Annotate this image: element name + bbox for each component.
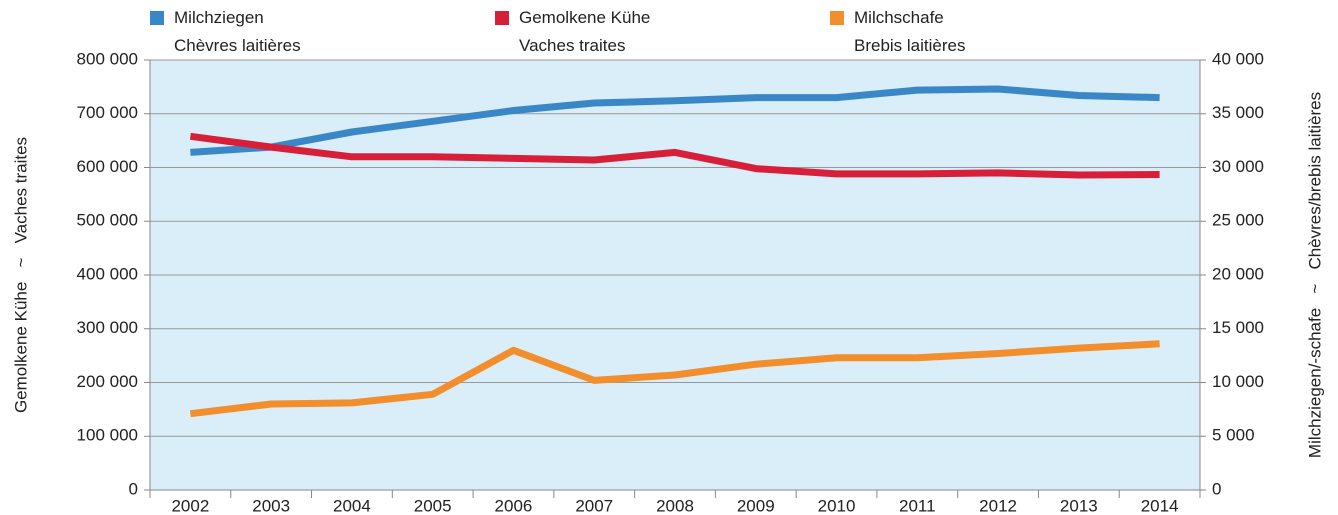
y2-tick-label: 0 [1212,479,1221,498]
y2-tick-label: 35 000 [1212,103,1264,122]
y-tick-label: 300 000 [77,318,138,337]
legend-swatch [830,11,844,25]
y-tick-label: 600 000 [77,157,138,176]
x-tick-label: 2012 [979,496,1017,515]
x-tick-label: 2010 [818,496,856,515]
y2-tick-label: 20 000 [1212,264,1264,283]
x-tick-label: 2009 [737,496,775,515]
y-tick-label: 700 000 [77,103,138,122]
legend-swatch [150,11,164,25]
y-tick-label: 800 000 [77,49,138,68]
y-tick-label: 500 000 [77,211,138,230]
y2-tick-label: 30 000 [1212,157,1264,176]
y2-tick-label: 40 000 [1212,49,1264,68]
x-tick-label: 2003 [252,496,290,515]
y2-tick-label: 10 000 [1212,372,1264,391]
x-tick-label: 2004 [333,496,371,515]
legend-label: Milchschafe Brebis laitières [854,8,966,55]
y-tick-label: 400 000 [77,264,138,283]
x-tick-label: 2011 [899,496,936,515]
y2-axis-title: Milchziegen/-schafe ~ Chèvres/brebis lai… [1305,92,1324,458]
legend-swatch [495,11,509,25]
y-tick-label: 0 [129,479,138,498]
x-tick-label: 2007 [575,496,613,515]
line-series [190,85,1160,156]
y-tick-label: 200 000 [77,372,138,391]
x-tick-label: 2006 [495,496,533,515]
x-tick-label: 2013 [1060,496,1098,515]
legend-label: Gemolkene Kühe Vaches traites [519,8,650,55]
y2-tick-label: 15 000 [1212,318,1264,337]
x-tick-label: 2008 [656,496,694,515]
line-series [189,340,1160,418]
x-tick-label: 2002 [171,496,209,515]
y2-tick-label: 25 000 [1212,211,1264,230]
line-series [189,132,1160,179]
x-tick-label: 2014 [1141,496,1179,515]
y-axis-title: Gemolkene Kühe ~ Vaches traites [11,137,30,413]
y-tick-label: 100 000 [77,426,138,445]
legend-label: Milchziegen Chèvres laitières [174,8,301,55]
y2-tick-label: 5 000 [1212,426,1255,445]
x-tick-label: 2005 [414,496,452,515]
